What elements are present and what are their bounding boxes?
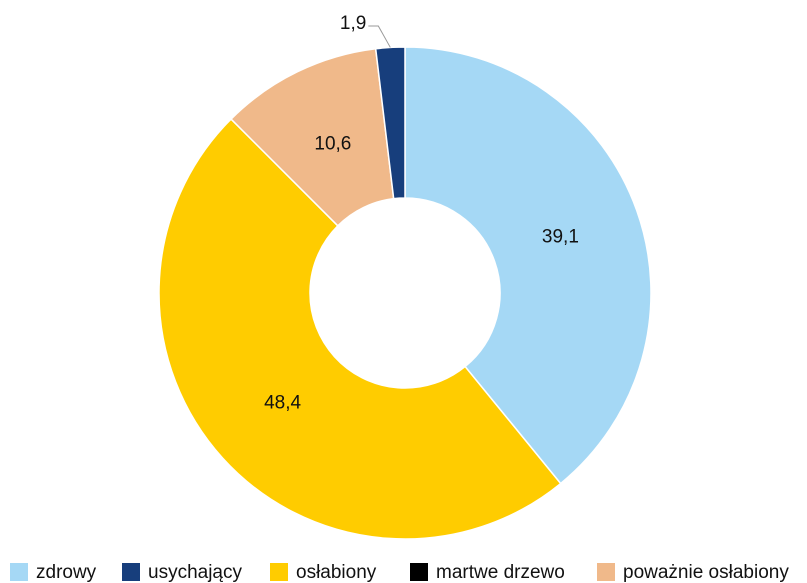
legend-label: zdrowy	[36, 562, 97, 583]
data-label: 39,1	[542, 227, 579, 248]
data-label: 48,4	[264, 393, 301, 414]
legend-label: martwe drzewo	[436, 562, 565, 583]
legend-swatch	[270, 563, 288, 581]
legend-swatch	[122, 563, 140, 581]
slice	[229, 47, 395, 227]
legend-label: poważnie osłabiony	[623, 562, 789, 583]
slice	[404, 46, 652, 485]
slice	[158, 117, 562, 540]
legend-swatch	[10, 563, 28, 581]
legend-swatch	[597, 563, 615, 581]
leader-line	[368, 25, 391, 48]
data-label: 1,9	[340, 13, 366, 34]
legend-label: osłabiony	[296, 562, 377, 583]
slice	[374, 46, 406, 200]
legend-swatch	[410, 563, 428, 581]
data-label: 10,6	[314, 134, 351, 155]
legend-label: usychający	[148, 562, 242, 583]
